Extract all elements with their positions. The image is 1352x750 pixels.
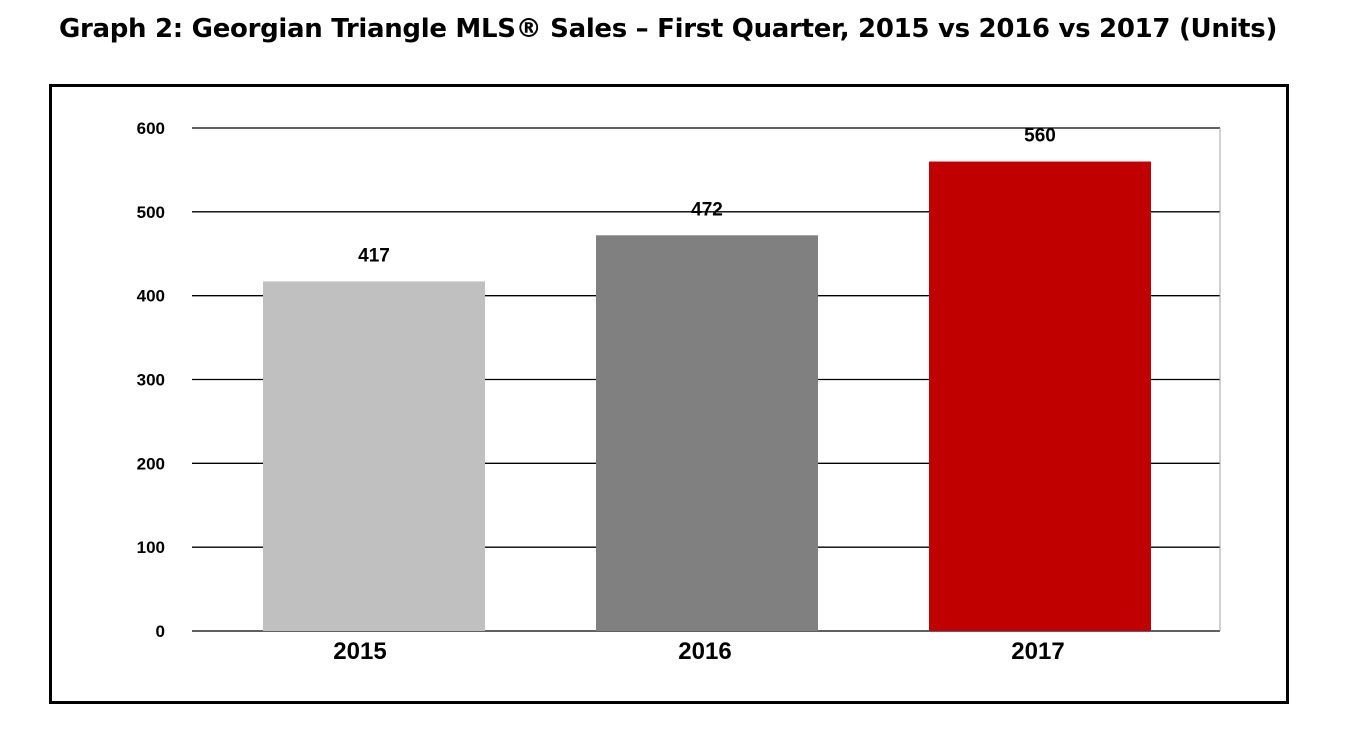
bar-2015 xyxy=(263,281,485,631)
y-tick-label: 0 xyxy=(156,622,165,641)
data-label-2016: 472 xyxy=(691,199,723,220)
x-category-label-2017: 2017 xyxy=(1011,638,1064,665)
bar-chart: 0 100 200 300 400 500 600 417 2015 472 2016 560 2017 xyxy=(137,119,1221,665)
data-label-2017: 560 xyxy=(1024,126,1056,147)
y-tick-label: 200 xyxy=(137,454,165,473)
labels: 0 100 200 300 400 500 600 417 2015 472 2016 560 2017 xyxy=(137,119,1065,665)
x-category-label-2015: 2015 xyxy=(333,638,386,665)
chart-frame: 0 100 200 300 400 500 600 417 2015 472 2016 560 2017 xyxy=(49,84,1289,704)
y-tick-label: 300 xyxy=(137,371,165,390)
y-tick-label: 100 xyxy=(137,538,165,557)
y-tick-label: 400 xyxy=(137,287,165,306)
x-category-label-2016: 2016 xyxy=(678,638,731,665)
bars xyxy=(263,161,1151,631)
page-title: Graph 2: Georgian Triangle MLS® Sales – … xyxy=(58,14,1278,44)
y-tick-label: 500 xyxy=(137,203,165,222)
y-tick-label: 600 xyxy=(137,119,165,138)
data-label-2015: 417 xyxy=(358,245,390,266)
bar-2017 xyxy=(929,161,1151,631)
bar-2016 xyxy=(596,235,818,631)
